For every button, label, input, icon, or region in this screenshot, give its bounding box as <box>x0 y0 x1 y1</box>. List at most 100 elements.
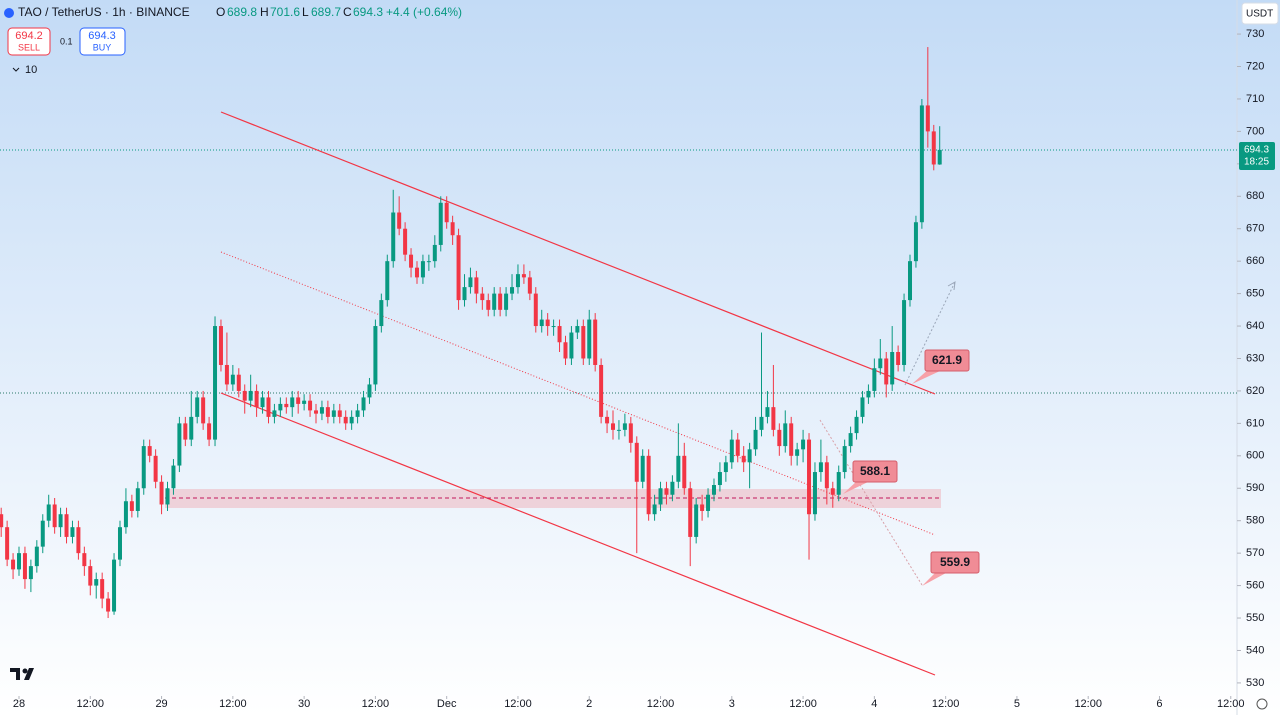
candle-body <box>337 410 342 417</box>
ohlc-label: C <box>343 5 352 19</box>
chevron[interactable] <box>12 67 20 72</box>
candle-body <box>759 416 764 430</box>
candle-body <box>890 352 895 385</box>
y-tick-label: 610 <box>1246 417 1264 429</box>
candle-body <box>420 261 425 278</box>
candle-body <box>795 449 800 456</box>
y-tick-label: 590 <box>1246 482 1264 494</box>
y-tick-label: 530 <box>1246 677 1264 689</box>
candle-body <box>812 472 817 515</box>
candle-body <box>521 274 526 278</box>
candle-body <box>242 390 247 401</box>
candle-body <box>314 410 319 414</box>
currency-button[interactable] <box>1241 2 1279 25</box>
candle-body <box>349 416 354 424</box>
candle-body <box>599 364 604 417</box>
buy-button[interactable]: 694.3 BUY <box>79 27 126 56</box>
sell-label[interactable]: SELL <box>18 42 40 52</box>
ohlc-value: 689.7 <box>311 5 341 19</box>
candle-body <box>46 504 51 521</box>
sell-box[interactable] <box>7 27 51 56</box>
change: +4.4 (+0.64%) <box>386 5 462 19</box>
candle-body <box>628 423 633 443</box>
candle-body <box>640 455 645 482</box>
x-tick-label: 4 <box>871 698 877 710</box>
candle-body <box>872 368 877 391</box>
candle-body <box>711 485 716 495</box>
y-tick-label: 630 <box>1246 352 1264 364</box>
y-tick-label: 640 <box>1246 320 1264 332</box>
candle-body <box>171 465 176 489</box>
candle-body <box>438 202 443 245</box>
sell-button[interactable]: 694.2 SELL <box>7 27 51 56</box>
buy-box[interactable] <box>79 27 126 56</box>
x-tick-label: 12:00 <box>789 698 817 710</box>
settings-icon[interactable] <box>1256 698 1268 710</box>
channel-upper <box>220 111 936 395</box>
candle-body <box>444 202 449 223</box>
candle-body <box>551 326 556 328</box>
candle-body <box>735 439 740 456</box>
candle-body <box>515 274 520 288</box>
candle-body <box>753 429 758 450</box>
buy-price[interactable]: 694.3 <box>88 30 116 42</box>
x-tick-label: 12:00 <box>504 698 532 710</box>
candle-body <box>486 300 491 310</box>
price-tag-value: 694.3 <box>1244 145 1269 156</box>
candle-body <box>652 504 657 515</box>
candle-body <box>355 410 360 417</box>
symbol-title: TAO / TetherUS · 1h · BINANCE <box>18 5 190 19</box>
candle-body <box>931 131 936 165</box>
projection-down <box>819 419 923 586</box>
candle-body <box>575 326 580 333</box>
candle-body <box>593 319 598 365</box>
arrow-head <box>947 281 956 291</box>
candle-body <box>379 300 384 327</box>
x-tick-label: 5 <box>1014 698 1020 710</box>
candle-body <box>159 481 164 505</box>
x-tick-label: 12:00 <box>77 698 105 710</box>
candle-body <box>729 439 734 463</box>
annotation-label: 621.9 <box>932 353 962 367</box>
candle-body <box>854 416 859 434</box>
candle-body <box>28 566 33 580</box>
candle-body <box>682 455 687 489</box>
candle-body <box>373 326 378 385</box>
currency-label[interactable]: USDT <box>1246 9 1273 20</box>
candle-body <box>284 403 289 408</box>
candle-body <box>52 504 57 528</box>
annotation-label: 588.1 <box>860 464 890 478</box>
buy-label[interactable]: BUY <box>93 42 112 52</box>
candle-body <box>266 397 271 417</box>
candle-body <box>456 235 461 301</box>
candle-body <box>76 527 81 554</box>
x-tick-label: 12:00 <box>1074 698 1102 710</box>
candle-body <box>34 546 39 567</box>
candle-body <box>658 488 663 505</box>
candle-body <box>189 416 194 440</box>
indicator-count[interactable]: 10 <box>25 64 37 76</box>
candle-body <box>616 429 621 431</box>
candle-body <box>450 222 455 236</box>
candle-body <box>913 222 918 262</box>
candle-body <box>254 390 259 408</box>
candle-body <box>230 374 235 385</box>
candle-body <box>290 397 295 408</box>
candle-body <box>409 254 414 268</box>
candle-body <box>183 423 188 440</box>
candle-body <box>248 390 253 401</box>
candle-body <box>147 446 152 456</box>
candle-body <box>848 433 853 447</box>
y-tick-label: 710 <box>1246 93 1264 105</box>
candle-body <box>824 462 829 489</box>
candle-body <box>82 553 87 567</box>
sell-price[interactable]: 694.2 <box>15 30 43 42</box>
x-tick-label: 28 <box>13 698 25 710</box>
candle-body <box>842 446 847 473</box>
candle-body <box>414 267 419 278</box>
candle-body <box>919 105 924 223</box>
candle-body <box>64 514 69 537</box>
candle-body <box>331 410 336 417</box>
callout: 588.1 <box>843 460 898 494</box>
symbol-icon <box>4 8 14 18</box>
